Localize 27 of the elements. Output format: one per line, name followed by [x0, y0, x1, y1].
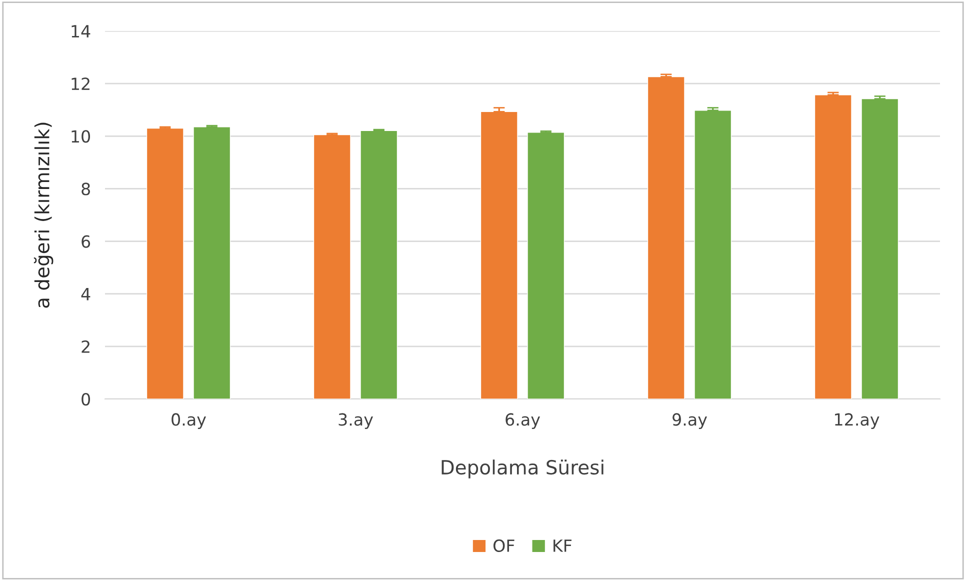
x-axis-title: Depolama Süresi — [442, 460, 604, 478]
y-tick-label: 0 — [82, 392, 90, 406]
y-tick-label: 8 — [82, 182, 90, 196]
bar — [360, 130, 398, 399]
y-tick-label: 10 — [72, 130, 90, 143]
bar — [861, 98, 899, 399]
bar — [480, 111, 518, 399]
x-tick-label: 9.ay — [672, 413, 707, 430]
y-tick-label: 12 — [72, 78, 90, 90]
bar — [647, 76, 685, 399]
bar — [193, 126, 231, 399]
legend-label: OF — [493, 539, 514, 552]
bar — [313, 134, 351, 399]
y-tick-label: 14 — [72, 25, 90, 38]
bar — [527, 132, 565, 399]
bar — [814, 94, 852, 399]
x-tick-label: 6.ay — [506, 413, 540, 430]
x-tick-label: 12.ay — [835, 413, 880, 430]
y-tick-label: 4 — [81, 288, 90, 300]
x-tick-label: 0.ay — [172, 413, 206, 430]
x-tick-label: 3.ay — [338, 413, 373, 430]
bar — [694, 110, 732, 399]
y-tick-label: 6 — [82, 235, 90, 248]
legend-label: KF — [554, 540, 572, 552]
bar — [146, 128, 184, 399]
y-tick-label: 2 — [82, 340, 90, 353]
y-axis-title: a değeri (kırmızılık) — [34, 122, 54, 308]
